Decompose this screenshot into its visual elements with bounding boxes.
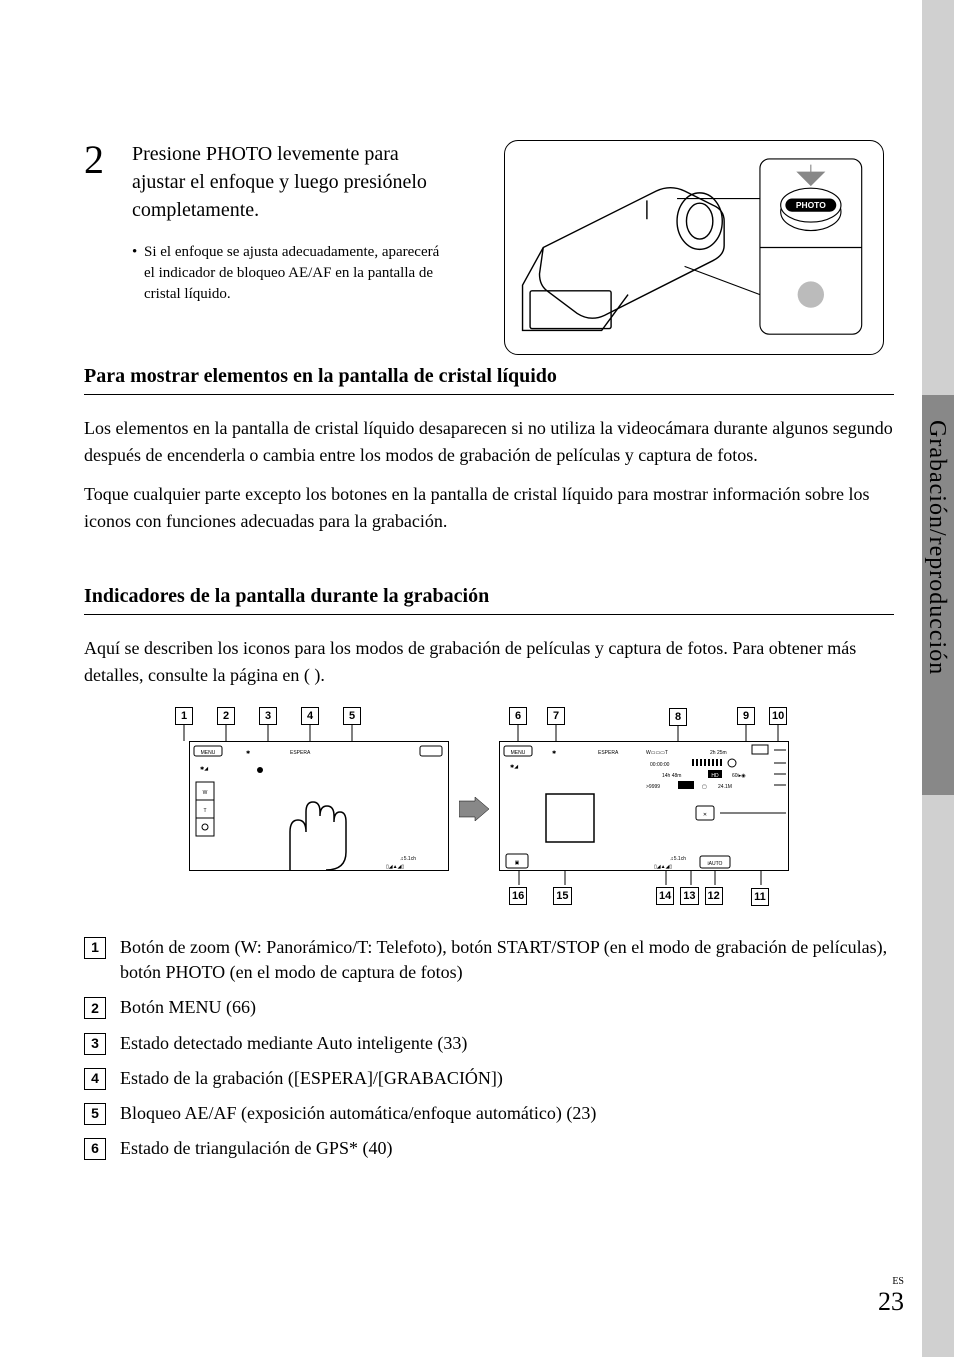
- svg-text:T: T: [203, 808, 206, 814]
- callout-6: 6: [509, 707, 527, 725]
- svg-text:HD: HD: [711, 773, 719, 779]
- section1-heading: Para mostrar elementos en la pantalla de…: [84, 365, 894, 395]
- callout-15: 15: [553, 887, 571, 905]
- legend-text: Bloqueo AE/AF (exposición automática/enf…: [120, 1101, 894, 1126]
- legend-num: 3: [84, 1033, 106, 1055]
- legend-text: Botón MENU (66): [120, 995, 894, 1020]
- svg-text:ESPERA: ESPERA: [290, 750, 311, 756]
- legend-text: Botón de zoom (W: Panorámico/T: Telefoto…: [120, 935, 894, 985]
- svg-text:W▭▭▭T: W▭▭▭T: [646, 750, 668, 756]
- legend-text: Estado detectado mediante Auto inteligen…: [120, 1031, 894, 1056]
- page-number-block: ES 23: [878, 1276, 904, 1317]
- callout-2: 2: [217, 707, 235, 725]
- callout-16: 16: [509, 887, 527, 905]
- screen-right: MENU ✱ ESPERA W▭▭▭T 2h 25m ✱◢ 00:00:00 1…: [499, 741, 789, 871]
- photo-label: PHOTO: [796, 200, 826, 210]
- callout-5: 5: [343, 707, 361, 725]
- camcorder-figure: PHOTO: [504, 140, 884, 355]
- svg-text:iAUTO: iAUTO: [708, 861, 723, 867]
- legend-num: 6: [84, 1138, 106, 1160]
- svg-text:14h 48m: 14h 48m: [662, 773, 681, 779]
- callout-3: 3: [259, 707, 277, 725]
- svg-text:MENU: MENU: [511, 750, 526, 756]
- legend-num: 1: [84, 937, 106, 959]
- callout-4: 4: [301, 707, 319, 725]
- callout-1: 1: [175, 707, 193, 725]
- svg-text:▯◢▲◢▯: ▯◢▲◢▯: [654, 864, 672, 870]
- svg-text:24.1M: 24.1M: [718, 784, 732, 790]
- page-number: 23: [878, 1287, 904, 1316]
- svg-text:✱◢: ✱◢: [510, 764, 518, 770]
- step-title: Presione PHOTO levemente para ajustar el…: [132, 140, 452, 224]
- svg-text:60i▸◉: 60i▸◉: [732, 773, 746, 779]
- step-bullet: Si el enfoque se ajusta adecuadamente, a…: [132, 242, 452, 305]
- callout-12: 12: [705, 887, 723, 905]
- svg-text:2h 25m: 2h 25m: [710, 750, 727, 756]
- legend-row: 3 Estado detectado mediante Auto intelige…: [84, 1031, 894, 1056]
- legend-list: 1 Botón de zoom (W: Panorámico/T: Telefot…: [84, 935, 894, 1161]
- svg-text:▯◢▲◢▯: ▯◢▲◢▯: [386, 864, 404, 870]
- svg-text:✱: ✱: [552, 750, 556, 756]
- svg-text:▣: ▣: [515, 860, 520, 866]
- callout-13: 13: [680, 887, 698, 905]
- callout-8: 8: [669, 708, 687, 726]
- svg-text:✱: ✱: [246, 750, 250, 756]
- section2-p1: Aquí se describen los iconos para los mo…: [84, 635, 894, 689]
- legend-row: 5 Bloqueo AE/AF (exposición automática/en…: [84, 1101, 894, 1126]
- svg-text:✕: ✕: [703, 812, 707, 818]
- section1-p2: Toque cualquier parte excepto los botone…: [84, 481, 894, 535]
- svg-text:▢: ▢: [702, 784, 707, 790]
- section1-p1: Los elementos en la pantalla de cristal …: [84, 415, 894, 469]
- section2-heading: Indicadores de la pantalla durante la gr…: [84, 585, 894, 615]
- legend-row: 6 Estado de triangulación de GPS* (40): [84, 1136, 894, 1161]
- callout-14: 14: [656, 887, 674, 905]
- callout-11: 11: [751, 888, 769, 906]
- svg-text:MENU: MENU: [201, 750, 216, 756]
- legend-text: Estado de triangulación de GPS* (40): [120, 1136, 894, 1161]
- svg-text:00:00:00: 00:00:00: [650, 762, 670, 768]
- indicator-figure: 1 2 3 4 5 6 7 8 9 10: [169, 707, 809, 907]
- legend-row: 1 Botón de zoom (W: Panorámico/T: Telefot…: [84, 935, 894, 985]
- callout-10: 10: [769, 707, 787, 725]
- legend-num: 4: [84, 1068, 106, 1090]
- svg-text:>9999: >9999: [646, 784, 660, 790]
- legend-row: 2 Botón MENU (66): [84, 995, 894, 1020]
- legend-text: Estado de la grabación ([ESPERA]/[GRABAC…: [120, 1066, 894, 1091]
- svg-text:ESPERA: ESPERA: [598, 750, 619, 756]
- screen-left: MENU ✱ ESPERA ✱◢ W T ♫5.1ch: [189, 741, 449, 871]
- step-number: 2: [84, 140, 114, 305]
- svg-text:♫5.1ch: ♫5.1ch: [400, 856, 416, 862]
- page-lang: ES: [878, 1276, 904, 1287]
- legend-num: 2: [84, 997, 106, 1019]
- svg-text:♫5.1ch: ♫5.1ch: [670, 856, 686, 862]
- callout-7: 7: [547, 707, 565, 725]
- legend-num: 5: [84, 1103, 106, 1125]
- svg-text:✱◢: ✱◢: [200, 766, 208, 772]
- callout-9: 9: [737, 707, 755, 725]
- svg-text:W: W: [203, 790, 208, 796]
- legend-row: 4 Estado de la grabación ([ESPERA]/[GRABA…: [84, 1066, 894, 1091]
